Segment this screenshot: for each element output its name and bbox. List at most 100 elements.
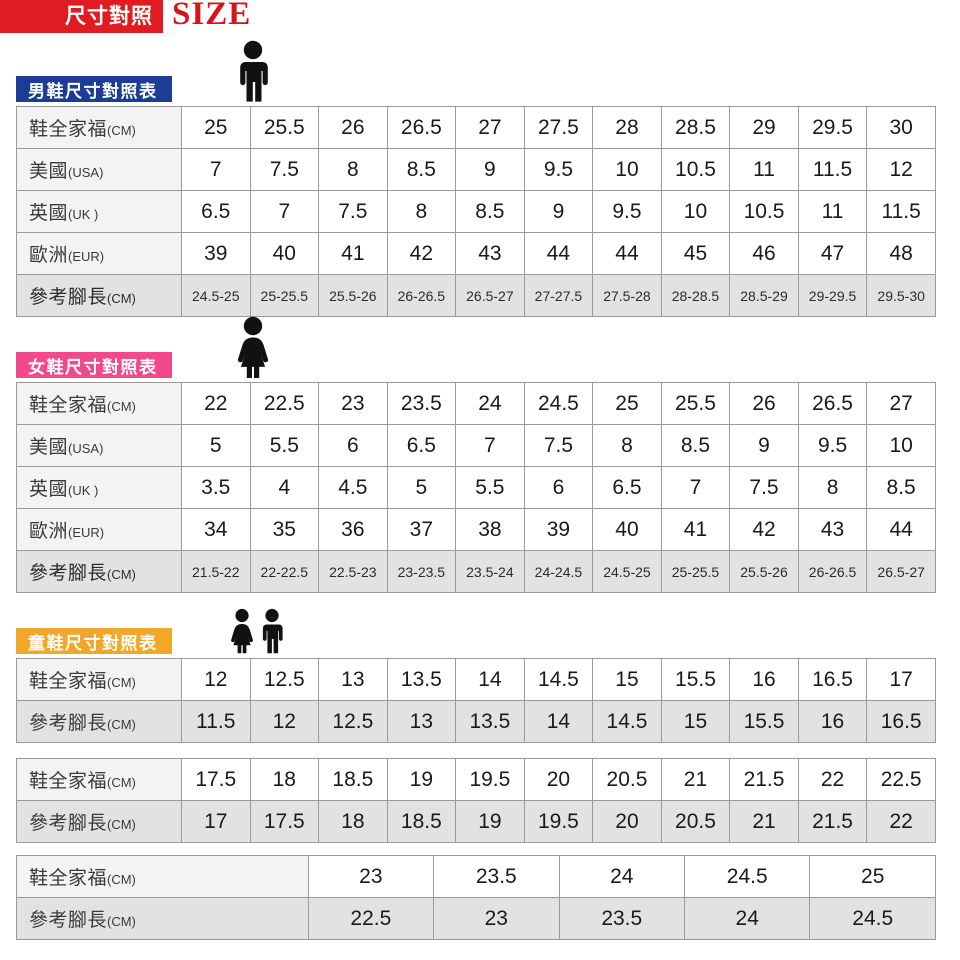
cell: 12.5 xyxy=(250,658,320,701)
cell: 18.5 xyxy=(387,800,457,843)
cell: 19 xyxy=(455,800,525,843)
row-label-cm: 鞋全家福(CM) xyxy=(16,758,182,801)
cell: 23.5 xyxy=(559,897,686,940)
cell: 12 xyxy=(181,658,251,701)
cell: 20.5 xyxy=(592,758,662,801)
cell: 22-22.5 xyxy=(250,550,320,593)
cell: 29.5-30 xyxy=(866,274,936,317)
cell: 22.5 xyxy=(250,382,320,425)
cell: 16 xyxy=(729,658,799,701)
cell: 24.5-25 xyxy=(592,550,662,593)
cell: 7 xyxy=(250,190,320,233)
table-row: 英國(UK ) 6.5 7 7.5 8 8.5 9 9.5 10 10.5 11… xyxy=(16,190,936,233)
cell: 21 xyxy=(729,800,799,843)
cell: 29 xyxy=(729,106,799,149)
cell: 10 xyxy=(592,148,662,191)
cell: 22.5 xyxy=(866,758,936,801)
row-label-footlength: 參考腳長(CM) xyxy=(16,800,182,843)
cell: 45 xyxy=(661,232,731,275)
cell: 10 xyxy=(866,424,936,467)
cell: 11.5 xyxy=(866,190,936,233)
cell: 14.5 xyxy=(524,658,594,701)
cell: 44 xyxy=(592,232,662,275)
cell: 27.5-28 xyxy=(592,274,662,317)
cell: 24 xyxy=(684,897,811,940)
men-size-table: 鞋全家福(CM) 25 25.5 26 26.5 27 27.5 28 28.5… xyxy=(16,106,936,317)
cell: 19.5 xyxy=(524,800,594,843)
women-section-header: 女鞋尺寸對照表 xyxy=(16,316,936,382)
cell: 14 xyxy=(524,700,594,743)
row-label-usa: 美國(USA) xyxy=(16,148,182,191)
cell: 7 xyxy=(661,466,731,509)
cell: 8 xyxy=(318,148,388,191)
cell: 27 xyxy=(866,382,936,425)
cell: 16.5 xyxy=(866,700,936,743)
cell: 27 xyxy=(455,106,525,149)
cell: 24.5 xyxy=(524,382,594,425)
cell: 9.5 xyxy=(524,148,594,191)
table-row: 參考腳長(CM) 24.5-25 25-25.5 25.5-26 26-26.5… xyxy=(16,274,936,317)
cell: 44 xyxy=(866,508,936,551)
women-section-title: 女鞋尺寸對照表 xyxy=(16,352,172,378)
cell: 10 xyxy=(661,190,731,233)
cell: 3.5 xyxy=(181,466,251,509)
row-label-cm: 鞋全家福(CM) xyxy=(16,855,309,898)
cell: 28.5 xyxy=(661,106,731,149)
cell: 24 xyxy=(455,382,525,425)
cell: 42 xyxy=(729,508,799,551)
cell: 27-27.5 xyxy=(524,274,594,317)
row-label-footlength: 參考腳長(CM) xyxy=(16,897,309,940)
table-row: 美國(USA) 5 5.5 6 6.5 7 7.5 8 8.5 9 9.5 10 xyxy=(16,424,936,467)
cell: 18 xyxy=(250,758,320,801)
cell: 40 xyxy=(592,508,662,551)
cell: 23 xyxy=(308,855,435,898)
cell: 47 xyxy=(798,232,868,275)
cell: 6.5 xyxy=(387,424,457,467)
cell: 11.5 xyxy=(798,148,868,191)
cell: 26 xyxy=(729,382,799,425)
men-section-title: 男鞋尺寸對照表 xyxy=(16,76,172,102)
table-row: 參考腳長(CM) 21.5-22 22-22.5 22.5-23 23-23.5… xyxy=(16,550,936,593)
cell: 12 xyxy=(250,700,320,743)
table-row: 歐洲(EUR) 34 35 36 37 38 39 40 41 42 43 44 xyxy=(16,508,936,551)
cell: 4.5 xyxy=(318,466,388,509)
cell: 7.5 xyxy=(729,466,799,509)
cell: 25.5-26 xyxy=(729,550,799,593)
cell: 7 xyxy=(455,424,525,467)
cell: 22 xyxy=(181,382,251,425)
cell: 36 xyxy=(318,508,388,551)
row-label-uk: 英國(UK ) xyxy=(16,190,182,233)
women-size-table: 鞋全家福(CM) 22 22.5 23 23.5 24 24.5 25 25.5… xyxy=(16,382,936,593)
cell: 9.5 xyxy=(592,190,662,233)
size-word-label: SIZE xyxy=(172,0,252,32)
cell: 8.5 xyxy=(455,190,525,233)
cell: 8 xyxy=(387,190,457,233)
cell: 5 xyxy=(181,424,251,467)
kids-size-table-block-1: 鞋全家福(CM) 12 12.5 13 13.5 14 14.5 15 15.5… xyxy=(16,658,936,743)
kids-section-title: 童鞋尺寸對照表 xyxy=(16,628,172,654)
cell: 25 xyxy=(592,382,662,425)
cell: 7 xyxy=(181,148,251,191)
cell: 22 xyxy=(798,758,868,801)
cell: 25 xyxy=(809,855,936,898)
cell: 11 xyxy=(798,190,868,233)
cell: 24 xyxy=(559,855,686,898)
row-label-usa: 美國(USA) xyxy=(16,424,182,467)
cell: 16 xyxy=(798,700,868,743)
cell: 14 xyxy=(455,658,525,701)
cell: 6 xyxy=(524,466,594,509)
cell: 28-28.5 xyxy=(661,274,731,317)
cell: 28.5-29 xyxy=(729,274,799,317)
cell: 17 xyxy=(181,800,251,843)
cell: 25.5 xyxy=(661,382,731,425)
cell: 26.5-27 xyxy=(866,550,936,593)
cell: 11 xyxy=(729,148,799,191)
cell: 22.5 xyxy=(308,897,435,940)
cell: 20 xyxy=(524,758,594,801)
kids-figures-icon xyxy=(228,608,290,659)
row-label-footlength: 參考腳長(CM) xyxy=(16,550,182,593)
cell: 42 xyxy=(387,232,457,275)
kids-block-2-wrap: 鞋全家福(CM) 17.5 18 18.5 19 19.5 20 20.5 21… xyxy=(16,758,936,843)
cell: 25 xyxy=(181,106,251,149)
cell: 22.5-23 xyxy=(318,550,388,593)
